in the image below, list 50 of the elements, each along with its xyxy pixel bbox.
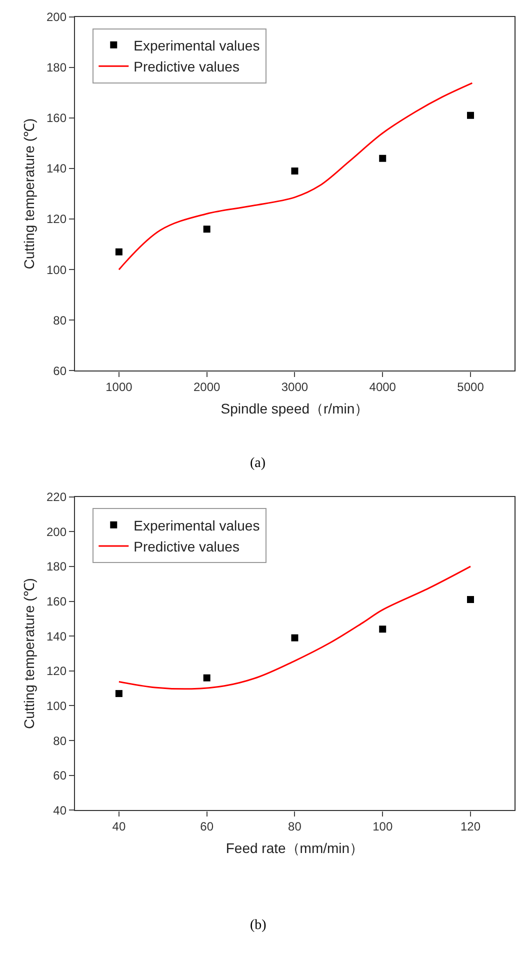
point <box>115 690 122 698</box>
x-tick-label: 80 <box>288 820 302 834</box>
x-tick-label: 120 <box>460 820 481 834</box>
y-tick-label: 120 <box>46 664 67 678</box>
x-tick-label: 1000 <box>106 380 133 394</box>
y-tick-label: 80 <box>53 313 67 328</box>
point <box>115 248 122 256</box>
x-tick-label: 100 <box>372 820 393 834</box>
y-tick-label: 200 <box>46 10 67 24</box>
y-axis-title: Cutting temperature (℃) <box>21 578 38 729</box>
point <box>291 168 298 175</box>
x-tick-label: 5000 <box>457 380 484 394</box>
point <box>203 674 210 682</box>
line-series <box>118 82 473 270</box>
y-tick-label: 140 <box>46 162 67 176</box>
legend-label: Experimental values <box>134 37 260 54</box>
y-tick-label: 100 <box>46 262 67 277</box>
point <box>467 596 474 604</box>
y-tick-label: 200 <box>46 524 67 539</box>
y-tick-label: 160 <box>46 594 67 608</box>
point <box>467 112 474 119</box>
line-series <box>118 566 472 690</box>
x-axis-title: Spindle speed（r/min） <box>220 400 369 416</box>
y-tick-label: 180 <box>46 560 67 574</box>
y-tick-label: 60 <box>53 364 67 378</box>
y-tick-label: 40 <box>53 803 67 818</box>
y-tick-label: 160 <box>46 111 67 126</box>
y-tick-label: 180 <box>46 60 67 75</box>
point <box>291 634 298 642</box>
y-tick-label: 100 <box>46 698 67 713</box>
legend-label: Predictive values <box>134 58 240 75</box>
point <box>203 226 210 233</box>
x-axis-title: Feed rate（mm/min） <box>226 840 364 856</box>
x-tick-label: 3000 <box>281 380 308 394</box>
y-tick-label: 120 <box>46 212 67 226</box>
y-tick-label: 140 <box>46 629 67 644</box>
legend-label: Predictive values <box>134 538 240 554</box>
legend-label: Experimental values <box>134 517 260 534</box>
y-tick-label: 220 <box>46 490 67 504</box>
x-tick-label: 2000 <box>193 380 221 394</box>
text: (a) <box>250 456 266 471</box>
x-tick-label: 4000 <box>369 380 396 394</box>
x-tick-label: 40 <box>112 820 126 834</box>
point <box>379 626 386 633</box>
y-tick-label: 60 <box>53 768 67 783</box>
text: (b) <box>250 918 267 933</box>
x-tick-label: 60 <box>200 820 214 834</box>
y-tick-label: 80 <box>53 734 67 748</box>
y-axis-title: Cutting temperature (℃) <box>21 118 38 270</box>
point <box>379 154 386 162</box>
